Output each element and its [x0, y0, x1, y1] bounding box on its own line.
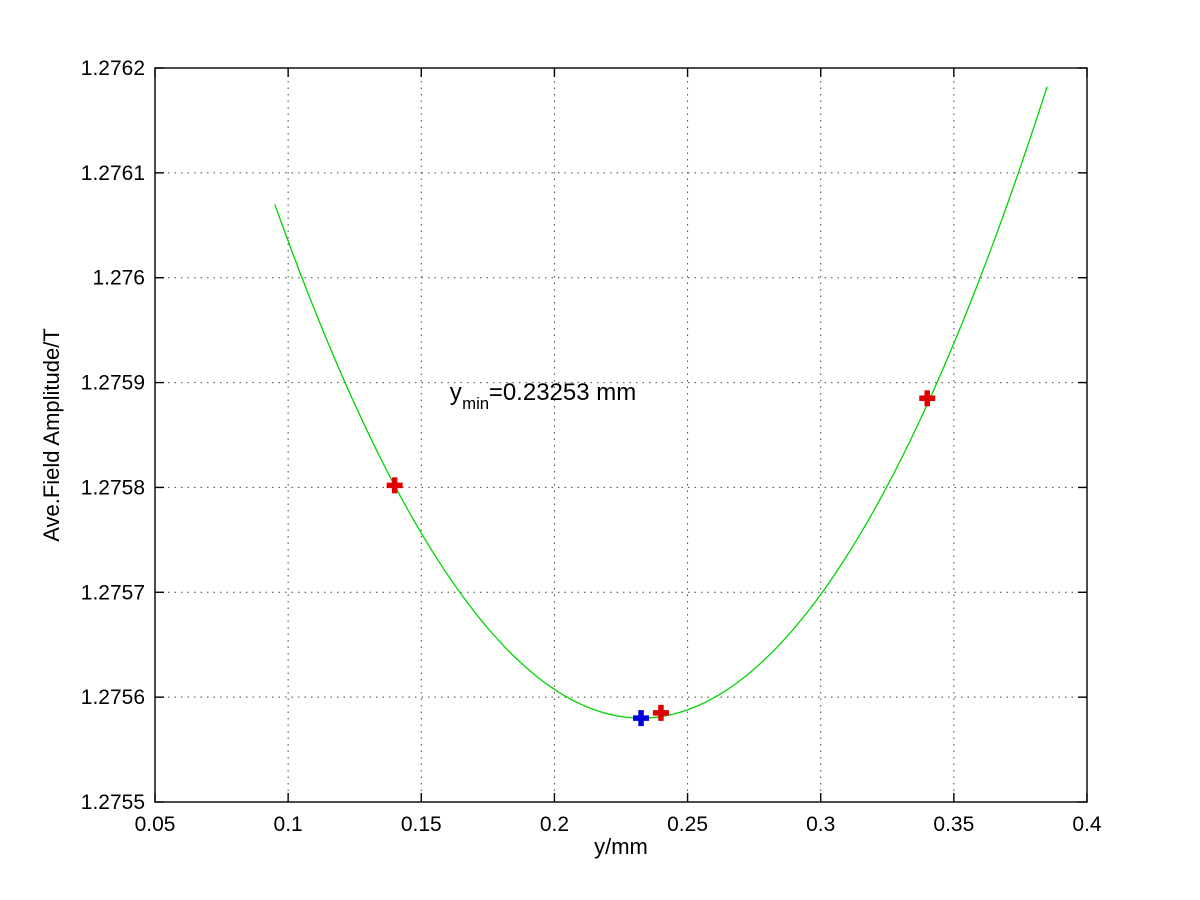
y-tick-label: 1.2759: [81, 372, 145, 395]
y-tick-label: 1.2758: [81, 476, 145, 499]
x-tick-label: 0.35: [933, 813, 974, 836]
x-tick-label: 0.15: [401, 813, 442, 836]
y-tick-label: 1.2762: [81, 57, 145, 80]
y-tick-label: 1.2761: [81, 162, 145, 185]
annotation-subscript: min: [462, 393, 490, 413]
y-tick-label: 1.2755: [81, 791, 145, 814]
min-annotation: ymin=0.23253 mm: [449, 379, 637, 413]
x-tick-label: 0.3: [806, 813, 835, 836]
y-axis-label: Ave.Field Amplitude/T: [39, 328, 64, 542]
x-tick-label: 0.05: [135, 813, 176, 836]
fit-curve: [274, 86, 1048, 719]
y-tick-label: 1.2756: [81, 686, 145, 709]
annotation-value: =0.23253 mm: [488, 379, 637, 407]
annotation-variable: y: [449, 379, 462, 407]
x-tick-label: 0.2: [540, 813, 569, 836]
x-tick-label: 0.1: [274, 813, 303, 836]
x-tick-label: 0.4: [1072, 813, 1102, 836]
axes-box: [154, 67, 1088, 803]
y-tick-label: 1.276: [92, 267, 145, 290]
x-axis-label: y/mm: [594, 834, 648, 859]
y-tick-label: 1.2757: [81, 581, 145, 604]
x-tick-label: 0.25: [667, 813, 708, 836]
